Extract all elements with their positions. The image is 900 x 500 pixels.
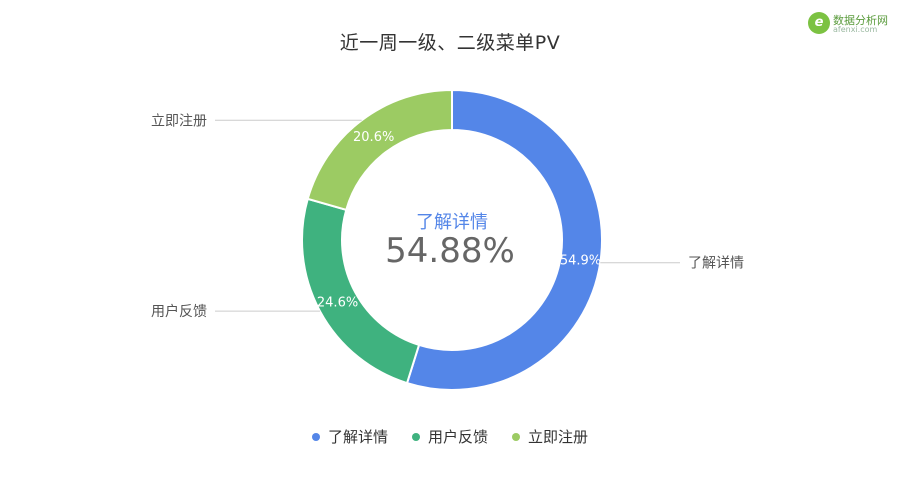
slice-1-percent-label: 54.9%: [560, 254, 601, 269]
legend-dot-2: [411, 432, 420, 441]
site-logo: e 数据分析网 afenxi.com: [808, 10, 888, 38]
slice-1[interactable]: [405, 88, 603, 391]
legend-item-1[interactable]: 了解详情: [311, 426, 388, 447]
slice-3-percent-label: 20.6%: [353, 130, 394, 145]
slice-3-name-label: 立即注册: [151, 113, 207, 129]
center-label-group: 了解详情 54.88%: [385, 212, 515, 271]
slices-group: 54.9% 24.6% 20.6%: [301, 88, 603, 391]
slice-2-percent-label: 24.6%: [317, 296, 358, 311]
legend-label-2: 用户反馈: [427, 428, 488, 446]
slice-1-name-label: 了解详情: [688, 256, 744, 272]
center-label-value: 54.88%: [385, 231, 515, 271]
legend-label-1: 了解详情: [327, 428, 388, 446]
slice-2[interactable]: [301, 197, 421, 385]
legend-label-3: 立即注册: [528, 428, 589, 446]
legend-item-2[interactable]: 用户反馈: [411, 426, 488, 447]
slice-3[interactable]: [306, 88, 453, 212]
slice-2-name-label: 用户反馈: [151, 303, 207, 320]
center-label-name: 了解详情: [416, 212, 488, 233]
logo-subtext: afenxi.com: [833, 25, 878, 34]
logo-mark: e: [808, 12, 830, 34]
legend-dot-1: [311, 432, 320, 441]
logo-text: 数据分析网: [833, 14, 888, 27]
legend-item-3[interactable]: 立即注册: [512, 426, 588, 447]
chart-title: 近一周一级、二级菜单PV: [339, 32, 561, 54]
legend-dot-3: [512, 432, 520, 441]
chart-legend: 了解详情 用户反馈 立即注册: [0, 426, 900, 447]
